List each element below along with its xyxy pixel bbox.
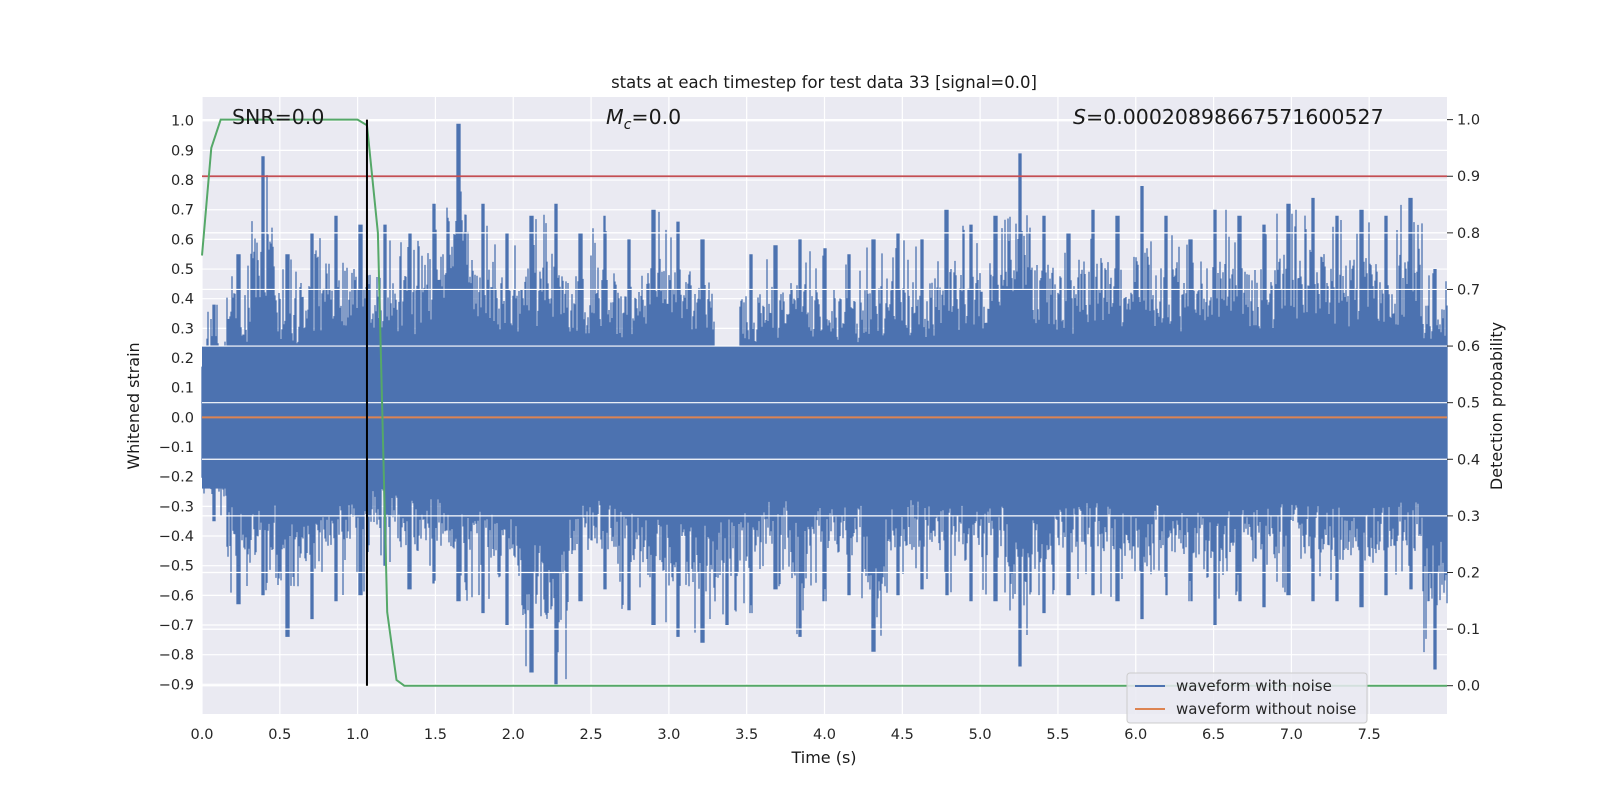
y-tick-label-left: 0.1 [171,381,194,397]
statistic-value: =0.00020898667571600527 [1086,105,1384,129]
axis-ticks: 0.0 0.5 1.0 1.5 2.0 2.5 3.0 3.5 4.0 4.5 5.0 5.5 6.0 6… [159,113,1480,743]
y-tick-label-right: 0.1 [1457,622,1480,638]
x-tick-label: 7.5 [1358,727,1381,743]
y-tick-label-left: −0.7 [159,618,194,634]
x-tick-label: 6.5 [1202,727,1225,743]
x-tick-label: 4.0 [813,727,836,743]
x-tick-label: 3.0 [657,727,680,743]
x-tick-label: 0.0 [190,727,213,743]
y-tick-label-right: 0.7 [1457,282,1480,298]
snr-annotation: SNR=0.0 [232,105,324,129]
x-tick-label: 5.0 [969,727,992,743]
statistic-annotation: S=0.00020898667571600527 [1073,105,1384,129]
x-tick-label: 2.5 [580,727,603,743]
y-tick-label-left: 0.2 [171,351,194,367]
y-tick-label-right: 0.9 [1457,169,1480,185]
y-tick-label-left: 0.8 [171,173,194,189]
y-tick-label-left: 0.6 [171,232,194,248]
detection-probability-line [201,118,1447,687]
y-tick-label-left: −0.5 [159,559,194,575]
legend-label-noise: waveform with noise [1176,677,1332,695]
x-tick-label: 6.0 [1124,727,1147,743]
x-axis-label: Time (s) [790,748,856,767]
y-tick-label-right: 0.5 [1457,396,1480,412]
chirp-mass-symbol: M [606,105,624,129]
x-tick-label: 1.0 [346,727,369,743]
chirp-mass-value: =0.0 [631,105,681,129]
y-tick-label-right: 0.6 [1457,339,1480,355]
legend-label-clean: waveform without noise [1176,700,1356,718]
legend-box [1126,672,1368,724]
y-tick-label-left: −0.8 [159,648,194,664]
statistic-symbol: S [1073,105,1086,129]
y-axis-label-left: Whitened strain [124,342,143,469]
y-tick-label-left: 0.9 [171,143,194,159]
series-lines [201,118,1447,687]
x-tick-label: 7.0 [1280,727,1303,743]
y-tick-label-right: 0.8 [1457,226,1480,242]
y-tick-label-left: −0.9 [159,677,194,693]
chirp-mass-annotation: Mc=0.0 [606,105,681,133]
y-tick-label-right: 0.3 [1457,509,1480,525]
y-tick-label-left: 0.4 [171,292,194,308]
y-tick-label-left: 0.0 [171,410,194,426]
y-tick-label-right: 1.0 [1457,113,1480,129]
y-tick-label-left: −0.1 [159,440,194,456]
y-tick-label-left: 1.0 [171,114,194,130]
y-tick-label-left: 0.3 [171,321,194,337]
y-tick-label-right: 0.0 [1457,679,1480,695]
x-tick-label: 5.5 [1046,727,1069,743]
x-tick-label: 3.5 [735,727,758,743]
y-tick-label-left: 0.7 [171,203,194,219]
y-tick-label-left: −0.3 [159,499,194,515]
y-axis-label-right: Detection probability [1487,322,1506,490]
chart-title: stats at each timestep for test data 33 … [611,73,1037,92]
y-tick-label-left: −0.6 [159,588,194,604]
chirp-mass-subscript: c [624,117,632,133]
y-tick-label-right: 0.4 [1457,452,1480,468]
y-tick-label-left: −0.4 [159,529,194,545]
x-tick-label: 2.0 [502,727,525,743]
x-tick-label: 0.5 [268,727,291,743]
legend: waveform with noise waveform without noi… [1126,672,1368,724]
y-tick-label-right: 0.2 [1457,565,1480,581]
y-tick-label-left: −0.2 [159,470,194,486]
x-tick-label: 1.5 [424,727,447,743]
x-tick-label: 4.5 [891,727,914,743]
y-tick-label-left: 0.5 [171,262,194,278]
